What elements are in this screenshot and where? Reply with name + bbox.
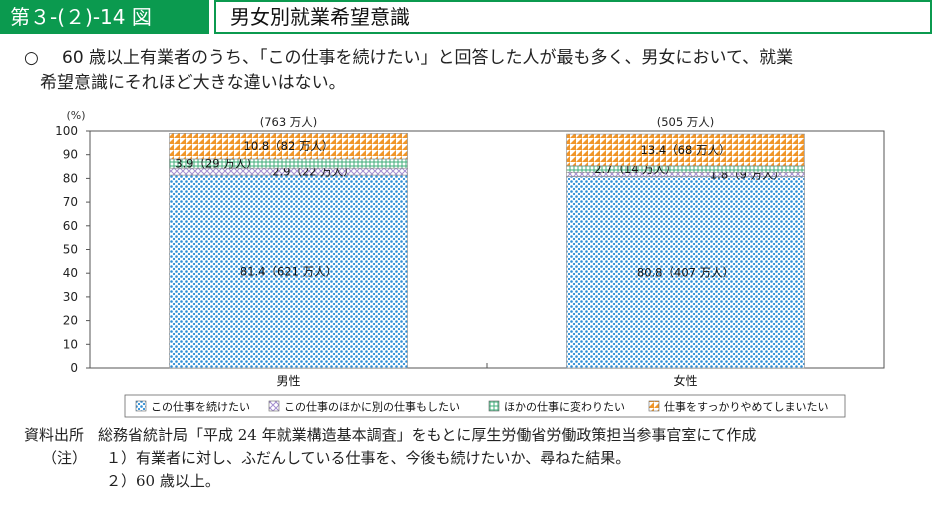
- bar-total-label: (505 万人): [657, 115, 715, 129]
- y-tick-label: 20: [63, 314, 78, 328]
- y-tick-label: 60: [63, 219, 78, 233]
- source-text: 総務省統計局「平成 24 年就業構造基本調査」をもとに厚生労働省労働政策担当参事…: [98, 426, 757, 444]
- y-tick-label: 0: [70, 361, 78, 375]
- data-label: 13.4（68 万人）: [641, 143, 731, 157]
- figure-title: 男女別就業希望意識: [214, 0, 932, 34]
- summary-line-2: 希望意識にそれほど大きな違いはない。: [40, 73, 346, 93]
- x-category-label: 男性: [276, 374, 300, 388]
- bar-segment-0: [566, 176, 805, 369]
- y-tick-label: 90: [63, 148, 78, 162]
- summary-line-1: 60 歳以上有業者のうち、「この仕事を続けたい」と回答した人が最も多く、男女にお…: [62, 48, 794, 68]
- y-axis-unit: (%): [66, 109, 85, 122]
- y-tick-label: 40: [63, 266, 78, 280]
- y-tick-label: 80: [63, 171, 78, 185]
- legend-label-1: この仕事のほかに別の仕事もしたい: [284, 401, 460, 414]
- legend-label-0: この仕事を続けたい: [151, 400, 250, 414]
- y-tick-label: 50: [63, 243, 78, 257]
- legend-label-2: ほかの仕事に変わりたい: [504, 400, 625, 414]
- source-label: 資料出所: [24, 426, 85, 444]
- data-label: 10.8（82 万人）: [244, 139, 334, 153]
- bar-segment-3: [169, 133, 408, 160]
- y-tick-label: 10: [63, 337, 78, 351]
- legend-swatch-0: [135, 400, 147, 412]
- legend-box: [124, 394, 846, 418]
- note-label: （注）: [42, 449, 88, 467]
- note-2: ２）60 歳以上。: [106, 472, 220, 490]
- legend-label-3: 仕事をすっかりやめてしまいたい: [664, 401, 829, 414]
- legend-swatch-1: [268, 400, 280, 412]
- figure-number: 第３-(２)-14 図: [0, 0, 209, 34]
- bar-segment-3: [566, 133, 805, 167]
- data-label: 81.4（621 万人）: [240, 265, 337, 279]
- data-label: 3.9（29 万人）: [175, 157, 258, 171]
- x-category-label: 女性: [673, 373, 697, 388]
- note-1: １）有業者に対し、ふだんしている仕事を、今後も続けたいか、尋ねた結果。: [106, 449, 631, 467]
- y-tick-label: 70: [63, 195, 78, 209]
- y-tick-label: 100: [55, 124, 78, 138]
- legend-swatch-2: [488, 400, 500, 412]
- summary-bullet: ○: [24, 48, 39, 68]
- legend-swatch-3: [648, 400, 660, 412]
- bar-total-label: (763 万人): [260, 115, 318, 129]
- data-label: 80.8（407 万人）: [637, 265, 734, 279]
- y-tick-label: 30: [63, 290, 78, 304]
- bar-segment-0: [169, 174, 408, 369]
- figure-header: 第３-(２)-14 図 男女別就業希望意識: [0, 0, 932, 34]
